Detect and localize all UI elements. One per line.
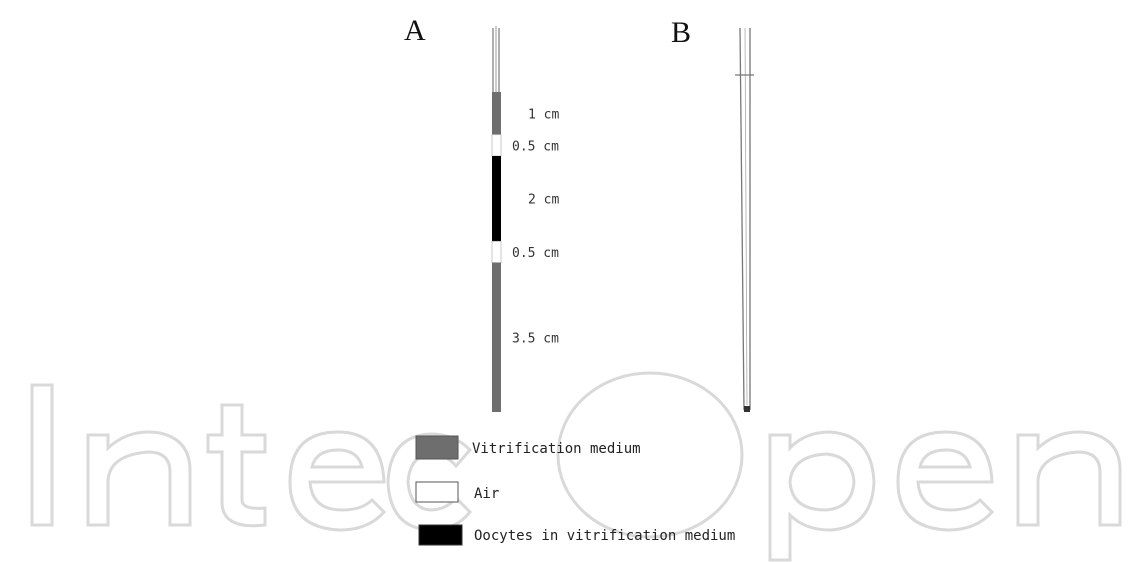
straw-a: 1 cm 0.5 cm 2 cm 0.5 cm 3.5 cm [491, 26, 559, 412]
legend-label-vitrification-medium: Vitrification medium [472, 441, 641, 457]
straw-b-tip [744, 406, 750, 412]
straw-a-segment-label: 3.5 cm [512, 331, 559, 346]
straw-a-segment-vitrification-medium [492, 262, 501, 412]
straw-b-outer-left [739, 27, 745, 411]
straw-a-segment-oocytes-in-medium [492, 156, 501, 242]
straw-a-segment-label: 1 cm [528, 107, 559, 122]
straw-a-segment-label: 0.5 cm [512, 139, 559, 154]
legend-swatch-air [415, 481, 459, 503]
straw-a-segment-labels: 1 cm 0.5 cm 2 cm 0.5 cm 3.5 cm [512, 107, 559, 346]
straw-a-segments [491, 92, 502, 412]
straw-a-segment-vitrification-medium [492, 92, 501, 135]
legend-label-air: Air [474, 486, 499, 502]
legend: Vitrification medium Air Oocytes in vitr… [415, 435, 735, 546]
panel-a-label: A [404, 14, 426, 47]
straw-a-top-tube [492, 26, 500, 92]
legend-item-oocytes-in-medium: Oocytes in vitrification medium [418, 524, 735, 546]
straw-a-segment-air [491, 134, 502, 157]
legend-label-oocytes-in-medium: Oocytes in vitrification medium [474, 528, 735, 544]
legend-swatch-vitrification-medium [415, 435, 459, 460]
legend-item-air: Air [415, 481, 499, 503]
straw-a-segment-label: 0.5 cm [512, 246, 559, 261]
straw-b-inner-line [744, 27, 748, 406]
straw-b [735, 27, 754, 412]
panel-b-label: B [671, 16, 691, 49]
straw-a-segment-label: 2 cm [528, 193, 559, 208]
legend-item-vitrification-medium: Vitrification medium [415, 435, 641, 460]
legend-swatch-oocytes-in-medium [418, 524, 463, 546]
straw-a-segment-air [491, 240, 502, 264]
